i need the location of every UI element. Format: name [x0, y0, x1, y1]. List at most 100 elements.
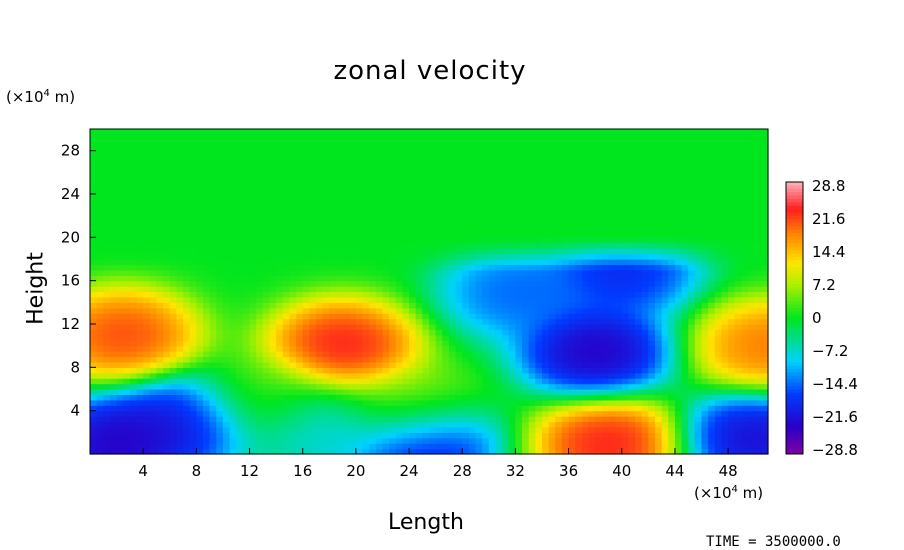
heatmap-cell — [269, 426, 277, 433]
heatmap-cell — [681, 264, 689, 271]
heatmap-cell — [203, 210, 211, 217]
heatmap-cell — [535, 237, 543, 244]
heatmap-cell — [522, 286, 530, 293]
heatmap-cell — [701, 443, 709, 450]
heatmap-cell — [249, 318, 257, 325]
heatmap-cell — [508, 345, 517, 352]
heatmap-cell — [129, 361, 138, 368]
heatmap-cell — [455, 443, 463, 450]
heatmap-cell — [488, 410, 497, 417]
heatmap-cell — [515, 210, 523, 217]
heatmap-cell — [269, 307, 277, 314]
heatmap-cell — [256, 378, 264, 385]
heatmap-cell — [422, 410, 430, 417]
heatmap-cell — [302, 318, 310, 325]
heatmap-cell — [109, 269, 118, 276]
heatmap-cell — [435, 264, 443, 271]
heatmap-cell — [309, 421, 317, 428]
heatmap-cell — [608, 410, 616, 417]
heatmap-cell — [249, 372, 257, 379]
heatmap-cell — [708, 394, 716, 401]
heatmap-cell — [535, 367, 543, 374]
heatmap-cell — [455, 334, 463, 341]
heatmap-cell — [103, 296, 111, 303]
heatmap-cell — [641, 383, 649, 390]
heatmap-cell — [103, 204, 111, 211]
heatmap-cell — [289, 286, 297, 293]
heatmap-cell — [289, 334, 297, 341]
heatmap-cell — [575, 399, 583, 406]
heatmap-cell — [129, 324, 138, 331]
heatmap-cell — [322, 313, 330, 320]
heatmap-cell — [455, 286, 463, 293]
heatmap-cell — [728, 416, 736, 423]
heatmap-cell — [448, 324, 457, 331]
heatmap-cell — [608, 253, 616, 260]
heatmap-cell — [289, 383, 297, 390]
heatmap-cell — [242, 334, 251, 341]
heatmap-cell — [621, 361, 630, 368]
heatmap-cell — [249, 194, 257, 201]
heatmap-cell — [754, 334, 762, 341]
heatmap-cell — [169, 307, 178, 314]
heatmap-cell — [409, 188, 417, 195]
heatmap-cell — [116, 389, 124, 396]
heatmap-cell — [269, 280, 277, 287]
heatmap-cell — [515, 421, 523, 428]
heatmap-cell — [176, 194, 184, 201]
heatmap-cell — [495, 318, 503, 325]
heatmap-cell — [548, 226, 556, 233]
heatmap-cell — [522, 291, 530, 298]
heatmap-cell — [468, 253, 477, 260]
heatmap-cell — [249, 383, 257, 390]
heatmap-cell — [655, 421, 663, 428]
heatmap-cell — [375, 231, 384, 238]
heatmap-cell — [90, 372, 98, 379]
heatmap-cell — [635, 286, 643, 293]
heatmap-cell — [615, 248, 623, 255]
heatmap-cell — [149, 188, 158, 195]
heatmap-cell — [674, 286, 683, 293]
heatmap-cell — [468, 215, 477, 222]
heatmap-cell — [502, 329, 510, 336]
heatmap-cell — [601, 329, 610, 336]
heatmap-cell — [316, 437, 324, 444]
heatmap-cell — [615, 329, 623, 336]
heatmap-cell — [528, 259, 536, 266]
heatmap-cell — [468, 345, 477, 352]
heatmap-cell — [522, 275, 530, 282]
heatmap-cell — [369, 188, 377, 195]
heatmap-cell — [309, 291, 317, 298]
heatmap-cell — [674, 215, 683, 222]
heatmap-cell — [515, 275, 523, 282]
heatmap-cell — [668, 275, 676, 282]
heatmap-cell — [595, 394, 603, 401]
heatmap-cell — [721, 416, 729, 423]
heatmap-plot — [89, 128, 769, 455]
heatmap-cell — [495, 324, 503, 331]
heatmap-cell — [316, 345, 324, 352]
heatmap-cell — [229, 448, 237, 455]
heatmap-cell — [661, 264, 669, 271]
heatmap-cell — [402, 194, 410, 201]
heatmap-cell — [409, 340, 417, 347]
heatmap-cell — [163, 416, 171, 423]
heatmap-cell — [395, 426, 404, 433]
heatmap-cell — [581, 318, 590, 325]
heatmap-cell — [229, 226, 237, 233]
heatmap-cell — [535, 199, 543, 206]
heatmap-cell — [442, 221, 450, 228]
heatmap-cell — [708, 416, 716, 423]
heatmap-cell — [694, 307, 703, 314]
heatmap-cell — [322, 324, 330, 331]
heatmap-cell — [329, 253, 337, 260]
heatmap-cell — [688, 324, 696, 331]
heatmap-cell — [721, 356, 729, 363]
heatmap-cell — [482, 421, 490, 428]
heatmap-cell — [349, 318, 357, 325]
heatmap-cell — [482, 307, 490, 314]
heatmap-cell — [528, 275, 536, 282]
heatmap-cell — [548, 280, 556, 287]
heatmap-cell — [389, 307, 397, 314]
heatmap-cell — [289, 426, 297, 433]
